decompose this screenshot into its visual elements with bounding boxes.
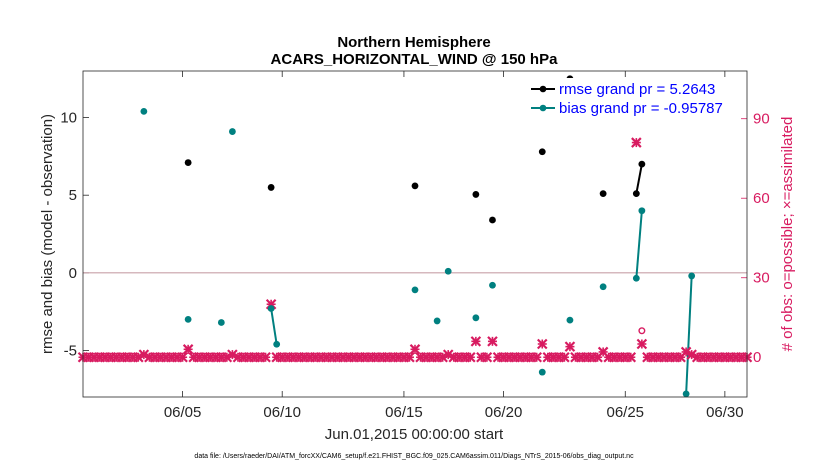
bias-point (433, 317, 441, 325)
obs-assimilated-marker (487, 336, 498, 347)
obs-assimilated-marker (182, 344, 194, 355)
legend-box (523, 78, 743, 116)
x-tick-label: 06/25 (606, 404, 644, 421)
x-axis-label: Jun.01,2015 00:00:00 start (325, 426, 504, 443)
bias-point (229, 128, 236, 135)
rmse-point (184, 159, 192, 166)
chart-title-line1: Northern Hemisphere (337, 34, 490, 51)
obs-assimilated-marker (138, 349, 150, 360)
plot-area (83, 71, 747, 397)
x-tick-label: 06/10 (263, 404, 301, 421)
rmse-point (599, 190, 607, 198)
obs-assimilated-marker (404, 351, 415, 363)
bias-point (184, 315, 192, 323)
series-lines (83, 163, 747, 394)
y-axis-left-label: rmse and bias (model - observation) (39, 114, 56, 354)
bias-segment (270, 308, 278, 345)
obs-assimilated-marker (227, 349, 238, 360)
obs-assimilated-marker (631, 137, 642, 148)
y-left-tick-label: 0 (69, 265, 77, 282)
bias-point (411, 286, 419, 294)
obs-assimilated-marker (559, 351, 570, 363)
obs-assimilated-marker (686, 349, 697, 360)
y-left-tick-label: 10 (60, 110, 77, 127)
y-right-tick-label: 0 (753, 349, 761, 366)
x-tick-label: 06/15 (385, 404, 423, 421)
y-right-tick-label: 30 (753, 270, 770, 287)
legend-bias-label: bias grand pr = -0.95787 (559, 100, 723, 117)
bias-point (566, 316, 574, 324)
bias-point (632, 274, 640, 282)
rmse-point (489, 216, 496, 224)
obs-assimilated-marker (564, 341, 576, 352)
obs-assimilated-marker (625, 351, 637, 363)
obs-assimilated-marker (260, 351, 271, 363)
plot-frame (82, 70, 748, 398)
rmse-point (472, 191, 480, 198)
obs-assimilated-marker (409, 344, 421, 355)
legend: rmse grand pr = 5.2643 bias grand pr = -… (523, 78, 743, 117)
obs-assimilated-marker (636, 338, 648, 350)
bias-point (688, 272, 696, 280)
legend-rmse-marker (539, 85, 547, 93)
chart-title-line2: ACARS_HORIZONTAL_WIND @ 150 hPa (271, 51, 559, 68)
x-tick-label: 06/20 (485, 404, 523, 421)
x-tick-label: 06/05 (164, 404, 202, 421)
y-left-tick-label: 5 (69, 187, 77, 204)
bias-segment (635, 210, 643, 279)
series-marks (77, 75, 753, 398)
rmse-point (267, 184, 275, 191)
rmse-point (638, 160, 646, 168)
bias-point (538, 368, 546, 376)
bias-point (472, 314, 480, 322)
bias-point (217, 319, 225, 326)
obs-assimilated-marker (597, 346, 609, 358)
y-right-tick-label: 90 (753, 111, 770, 128)
bias-segment (685, 275, 693, 394)
data-file-footnote: data file: /Users/raeder/DAI/ATM_forcXX/… (194, 453, 634, 460)
obs-assimilated-marker (481, 351, 493, 363)
rmse-point (632, 190, 640, 198)
legend-bias-marker (539, 104, 547, 112)
obs-assimilated-marker (177, 351, 188, 363)
y-right-tick-label: 60 (753, 190, 770, 207)
y-left-tick-label: -5 (64, 342, 77, 359)
bias-point (682, 390, 690, 398)
tick-layer: 06/05 06/10 06/15 06/20 06/25 06/30 10 5 0 -5 90 60… (60, 71, 770, 421)
bias-point (140, 107, 148, 115)
obs-assimilated-marker (536, 338, 548, 350)
bias-point (444, 267, 452, 275)
bias-point (489, 281, 496, 289)
y-axis-right-label: # of obs: o=possible; ×=assimilated (779, 117, 796, 352)
obs-possible-marker (638, 327, 646, 335)
bias-point (638, 207, 646, 215)
legend-rmse-label: rmse grand pr = 5.2643 (559, 81, 715, 98)
obs-assimilated-marker (465, 351, 476, 363)
obs-assimilated-marker (531, 351, 543, 363)
x-tick-label: 06/30 (706, 404, 744, 421)
bias-point (273, 340, 281, 348)
bias-point (599, 283, 607, 291)
obs-assimilated-marker (442, 349, 454, 360)
rmse-point (538, 148, 546, 156)
rmse-segment (635, 163, 643, 194)
obs-assimilated-marker (470, 336, 482, 347)
bias-point (267, 305, 275, 312)
rmse-point (411, 182, 419, 190)
